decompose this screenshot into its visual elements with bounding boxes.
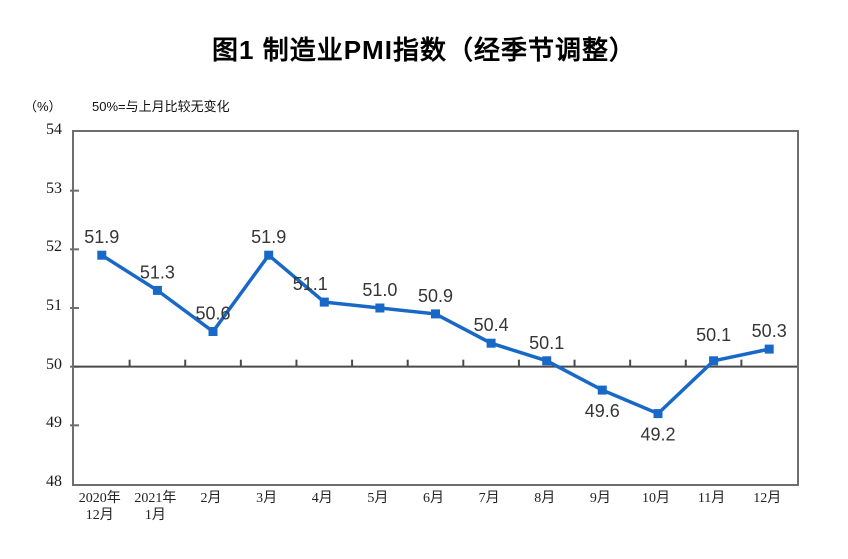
data-point-marker bbox=[264, 250, 274, 260]
data-label: 50.6 bbox=[195, 304, 230, 324]
y-axis-tick-label: 51 bbox=[46, 297, 62, 314]
pmi-line bbox=[100, 252, 770, 416]
x-axis-label: 2月 bbox=[200, 491, 222, 506]
x-axis-label: 7月 bbox=[478, 491, 500, 506]
reference-note: 50%=与上月比较无变化 bbox=[92, 99, 230, 114]
data-point-marker bbox=[764, 344, 774, 354]
x-axis-label: 10月 bbox=[641, 491, 670, 506]
data-label: 50.3 bbox=[752, 321, 787, 341]
x-axis-label: 12月 bbox=[753, 491, 782, 506]
data-point-marker bbox=[542, 356, 552, 366]
data-label: 49.2 bbox=[640, 425, 675, 445]
data-point-marker bbox=[653, 409, 663, 419]
y-axis-tick-label: 53 bbox=[46, 179, 62, 197]
y-axis-tick-label: 54 bbox=[46, 121, 62, 138]
data-point-marker bbox=[486, 338, 496, 348]
y-axis-tick-label: 48 bbox=[46, 473, 62, 490]
data-point-marker bbox=[431, 309, 440, 319]
x-axis-label: 2020年 12月 bbox=[78, 491, 121, 523]
plot-area: 51.9 51.3 50.6 51.9 51.1 51.0 50.9 50.4 50.1 49.6… bbox=[70, 130, 799, 486]
data-label: 51.9 bbox=[84, 227, 119, 247]
data-point-marker bbox=[152, 285, 162, 295]
chart-title: 图1 制造业PMI指数（经季节调整） bbox=[212, 35, 636, 65]
x-axis-label: 4月 bbox=[311, 491, 333, 506]
data-label: 50.1 bbox=[696, 325, 731, 345]
data-point-marker bbox=[319, 297, 329, 307]
y-axis-tick-label: 52 bbox=[46, 238, 62, 256]
data-label: 49.6 bbox=[585, 401, 620, 421]
y-axis-tick-label: 49 bbox=[46, 414, 62, 432]
data-point-marker bbox=[709, 356, 719, 366]
x-axis-label: 5月 bbox=[367, 491, 389, 506]
y-axis-unit-label: （%） bbox=[24, 99, 62, 114]
data-label: 50.4 bbox=[474, 315, 509, 335]
x-axis-label: 11月 bbox=[697, 491, 726, 506]
data-point-marker bbox=[208, 327, 218, 336]
data-label: 50.9 bbox=[418, 286, 453, 306]
data-label: 50.1 bbox=[529, 333, 564, 353]
pmi-line-series: 51.9 51.3 50.6 51.9 51.1 51.0 50.9 50.4 50.1 49.6… bbox=[70, 189, 797, 445]
x-axis-label: 9月 bbox=[589, 491, 611, 506]
x-axis-label: 2021年 1月 bbox=[134, 491, 177, 523]
data-point-marker bbox=[597, 385, 607, 395]
x-axis-label: 3月 bbox=[256, 491, 278, 506]
data-label: 51.0 bbox=[362, 280, 397, 300]
data-point-marker bbox=[375, 303, 385, 313]
data-point-marker bbox=[97, 250, 107, 260]
y-axis-tick-label: 50 bbox=[46, 355, 62, 373]
x-axis-label: 8月 bbox=[534, 491, 556, 506]
data-label: 51.1 bbox=[293, 274, 328, 294]
x-axis-label: 6月 bbox=[423, 491, 444, 506]
data-label: 51.9 bbox=[251, 227, 286, 247]
data-label: 51.3 bbox=[140, 262, 175, 282]
